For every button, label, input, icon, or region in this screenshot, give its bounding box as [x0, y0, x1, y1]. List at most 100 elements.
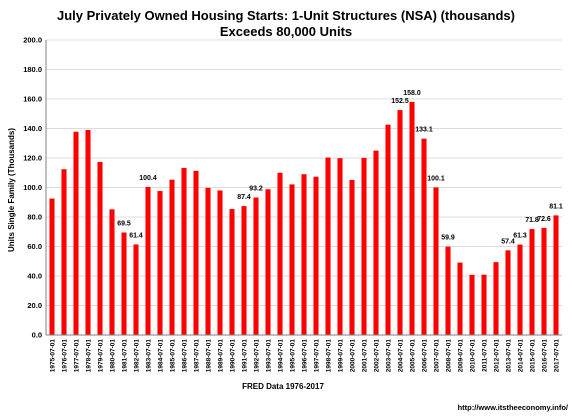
y-tick-label: 200.0 — [23, 36, 42, 45]
bar — [325, 157, 331, 335]
bar — [541, 227, 547, 335]
x-tick-label: 2009-07-01 — [457, 339, 464, 373]
y-tick-labels: 0.0 20.0 40.0 60.0 80.0 100.0 120.0 140.0 160.0 1… — [23, 36, 42, 340]
data-label: 93.2 — [249, 186, 263, 193]
x-tick-label: 1981-07-01 — [121, 339, 128, 373]
data-label: 59.9 — [441, 235, 455, 242]
y-axis-label: Units Single Family (Thousands) — [7, 128, 16, 252]
bar — [145, 186, 151, 335]
bar — [133, 244, 139, 335]
bar — [517, 244, 523, 335]
y-tick-label: 0.0 — [32, 331, 42, 340]
x-tick-label: 2007-07-01 — [433, 339, 440, 373]
data-label: 100.1 — [427, 175, 445, 182]
bar — [97, 161, 103, 335]
bar — [361, 157, 367, 335]
bar — [505, 250, 511, 335]
x-tick-label: 1976-07-01 — [61, 339, 68, 373]
x-tick-labels: 1975-07-01 1976-07-01 1977-07-01 1978-07-01… — [49, 339, 560, 373]
bar — [313, 176, 319, 335]
x-tick-label: 1993-07-01 — [265, 339, 272, 373]
bar — [337, 158, 343, 335]
x-tick-label: 1984-07-01 — [157, 339, 164, 373]
x-tick-label: 2016-07-01 — [541, 339, 548, 373]
bar — [445, 246, 451, 335]
bar — [421, 138, 427, 335]
bar — [481, 274, 487, 335]
bar — [301, 174, 307, 335]
x-tick-label: 2008-07-01 — [445, 339, 452, 373]
bar — [241, 206, 247, 335]
bar — [169, 179, 175, 335]
x-tick-label: 2004-07-01 — [397, 339, 404, 373]
bar — [553, 215, 559, 335]
x-tick-label: 2003-07-01 — [385, 339, 392, 373]
bar — [217, 190, 223, 335]
data-label: 69.5 — [117, 220, 131, 227]
data-label: 133.1 — [415, 127, 433, 134]
x-tick-label: 2002-07-01 — [373, 339, 380, 373]
x-tick-label: 1999-07-01 — [337, 339, 344, 373]
x-tick-label: 1980-07-01 — [109, 339, 116, 373]
x-tick-label: 1983-07-01 — [145, 339, 152, 373]
bar — [229, 209, 235, 335]
y-tick-label: 40.0 — [27, 272, 42, 281]
x-tick-label: 2001-07-01 — [361, 339, 368, 373]
bar — [397, 110, 403, 335]
x-tick-label: 1978-07-01 — [85, 339, 92, 373]
x-tick-label: 1982-07-01 — [133, 339, 140, 373]
data-label: 61.3 — [513, 233, 527, 240]
bar — [349, 179, 355, 335]
x-tick-label: 2017-07-01 — [553, 339, 560, 373]
x-tick-label: 1992-07-01 — [253, 339, 260, 373]
y-tick-label: 120.0 — [23, 154, 42, 163]
x-tick-label: 2012-07-01 — [493, 339, 500, 373]
data-label: 87.4 — [237, 194, 251, 201]
x-tick-label: 2011-07-01 — [481, 339, 488, 372]
bar — [277, 172, 283, 335]
bar — [61, 169, 67, 335]
y-tick-label: 20.0 — [27, 301, 42, 310]
bar — [109, 209, 115, 335]
data-label: 100.4 — [139, 175, 157, 182]
bar — [289, 184, 295, 335]
data-label: 71.8 — [525, 217, 539, 224]
x-tick-label: 1985-07-01 — [169, 339, 176, 373]
bar — [433, 187, 439, 335]
source-url: http://www.itstheeconomy.info/ — [458, 403, 569, 412]
bar — [409, 101, 415, 335]
y-tick-label: 180.0 — [23, 65, 42, 74]
bar — [49, 198, 55, 335]
data-label: 152.5 — [391, 98, 409, 105]
x-tick-label: 1990-07-01 — [229, 339, 236, 373]
data-label: 81.1 — [549, 203, 563, 210]
x-tick-label: 1977-07-01 — [73, 339, 80, 373]
x-tick-label: 1989-07-01 — [217, 339, 224, 373]
x-tick-label: 1998-07-01 — [325, 339, 332, 373]
y-tick-label: 100.0 — [23, 183, 42, 192]
x-tick-label: 2006-07-01 — [421, 339, 428, 373]
bar — [85, 129, 91, 335]
x-tick-label: 1994-07-01 — [277, 339, 284, 373]
data-label: 57.4 — [501, 238, 515, 245]
y-tick-label: 80.0 — [27, 213, 42, 222]
bar — [373, 150, 379, 335]
bar — [253, 197, 259, 335]
x-tick-label: 2014-07-01 — [517, 339, 524, 373]
x-tick-label: 1995-07-01 — [289, 339, 296, 373]
bar — [181, 167, 187, 335]
x-tick-label: 1988-07-01 — [205, 339, 212, 373]
bar — [193, 170, 199, 335]
y-tick-label: 160.0 — [23, 95, 42, 104]
x-tick-label: 1979-07-01 — [97, 339, 104, 373]
bar — [493, 262, 499, 335]
x-tick-label: 1975-07-01 — [49, 339, 56, 373]
x-tick-label: 1991-07-01 — [241, 339, 248, 373]
bar — [157, 191, 163, 335]
data-label: 61.4 — [129, 232, 143, 239]
axes — [45, 40, 562, 336]
bar — [265, 189, 271, 335]
y-tick-label: 60.0 — [27, 242, 42, 251]
